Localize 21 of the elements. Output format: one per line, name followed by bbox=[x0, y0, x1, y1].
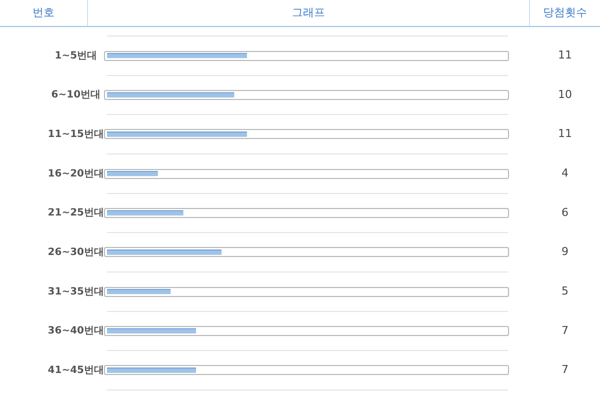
data-label: 4 bbox=[562, 166, 568, 180]
data-label: 9 bbox=[562, 245, 568, 258]
y-tick-label: 41~45번대 bbox=[48, 364, 104, 376]
data-label: 5 bbox=[562, 284, 568, 298]
data-label: 11 bbox=[558, 127, 572, 140]
text: 당첨횟수 bbox=[542, 5, 588, 21]
y-tick-label: 11~15번대 bbox=[48, 128, 104, 140]
y-axis-title: 번호 bbox=[0, 0, 88, 26]
y-tick-label: 16~20번대 bbox=[48, 168, 104, 180]
y-tick-label: 21~25번대 bbox=[48, 208, 104, 219]
data-label: 11 bbox=[558, 48, 572, 62]
data-label: 7 bbox=[562, 324, 568, 337]
data-label: 7 bbox=[562, 363, 568, 376]
y-tick-label: 36~40번대 bbox=[48, 326, 104, 337]
data-label: 6 bbox=[562, 206, 568, 219]
data-label: 10 bbox=[558, 88, 572, 101]
y-tick-label: 26~30번대 bbox=[48, 246, 104, 258]
x-axis-title: 그래프 bbox=[88, 0, 530, 26]
y-tick-label: 6~10번대 bbox=[51, 90, 101, 101]
y-tick-label: 1~5번대 bbox=[54, 50, 98, 62]
y-tick-label: 31~35번대 bbox=[48, 286, 104, 298]
